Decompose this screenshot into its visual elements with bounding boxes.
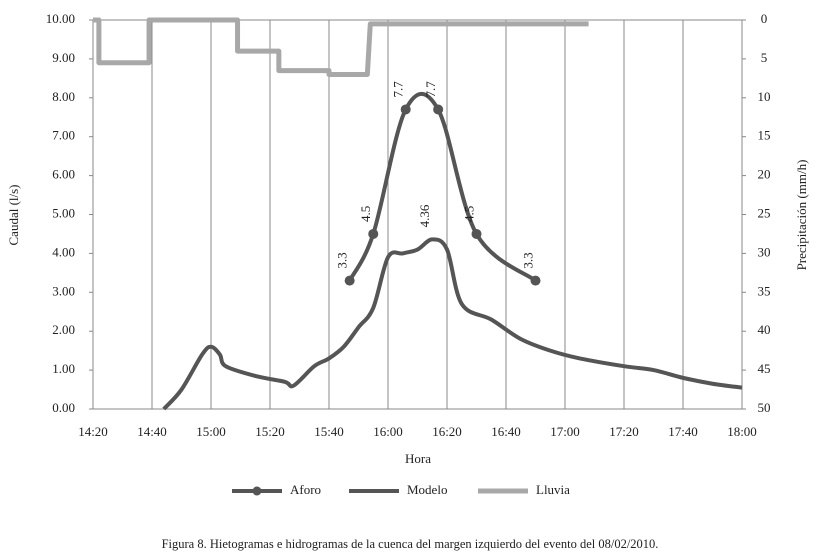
marker: [433, 104, 444, 115]
y2-tick-label: 45: [758, 361, 771, 376]
x-axis-title: Hora: [405, 451, 431, 466]
x-tick-label: 16:00: [373, 424, 403, 439]
y-tick-label: 6.00: [52, 167, 75, 182]
x-tick-label: 15:40: [314, 424, 344, 439]
x-tick-label: 17:20: [609, 424, 639, 439]
y-axis-title: Caudal (l/s): [6, 184, 21, 245]
y2-tick-label: 50: [758, 400, 771, 415]
legend-marker: [252, 486, 262, 496]
x-tick-label: 15:00: [196, 424, 226, 439]
x-tick-label: 16:20: [432, 424, 462, 439]
marker: [471, 228, 482, 239]
y-tick-label: 9.00: [52, 50, 75, 65]
y2-tick-label: 25: [758, 205, 771, 220]
marker: [368, 228, 379, 239]
y2-tick-label: 15: [758, 128, 771, 143]
data-label: 7.7: [391, 81, 406, 98]
y2-tick-label: 30: [758, 244, 771, 259]
y-tick-label: 10.00: [46, 11, 75, 26]
x-tick-label: 18:00: [727, 424, 757, 439]
y2-tick-label: 20: [758, 167, 771, 182]
legend-label: Modelo: [407, 482, 447, 497]
x-tick-label: 17:00: [550, 424, 580, 439]
data-label: 3.3: [520, 252, 535, 268]
series-line: [162, 237, 743, 411]
caption: Figura 8. Hietogramas e hidrogramas de l…: [162, 537, 659, 551]
y2-tick-label: 40: [758, 322, 771, 337]
y-tick-label: 7.00: [52, 128, 75, 143]
y-tick-label: 0.00: [52, 400, 75, 415]
y2-tick-label: 0: [761, 11, 768, 26]
series-line: [347, 91, 537, 283]
x-tick-label: 15:20: [255, 424, 285, 439]
marker: [530, 275, 541, 286]
series-line: [93, 17, 589, 77]
x-tick-label: 17:40: [668, 424, 698, 439]
data-label: 4.5: [461, 206, 476, 222]
marker: [344, 275, 355, 286]
marker: [400, 104, 411, 115]
y2-tick-label: 10: [758, 89, 771, 104]
legend-label: Aforo: [290, 482, 321, 497]
x-tick-label: 14:40: [137, 424, 167, 439]
y2-tick-label: 5: [761, 50, 768, 65]
data-label: 7.7: [423, 81, 438, 98]
data-label: 3.3: [335, 252, 350, 268]
plot-frame: [92, 19, 743, 410]
x-tick-label: 14:20: [78, 424, 108, 439]
y-tick-label: 3.00: [52, 283, 75, 298]
y2-axis-title: Precipitación (mm/h): [794, 160, 809, 271]
y-tick-label: 4.00: [52, 244, 75, 259]
y-tick-label: 2.00: [52, 322, 75, 337]
y-tick-label: 8.00: [52, 89, 75, 104]
data-label: 4.5: [358, 206, 373, 222]
y2-tick-label: 35: [758, 283, 771, 298]
legend-label: Lluvia: [536, 482, 570, 497]
y-tick-label: 1.00: [52, 361, 75, 376]
y-tick-label: 5.00: [52, 205, 75, 220]
x-tick-label: 16:40: [491, 424, 521, 439]
data-label: 4.36: [417, 204, 432, 227]
